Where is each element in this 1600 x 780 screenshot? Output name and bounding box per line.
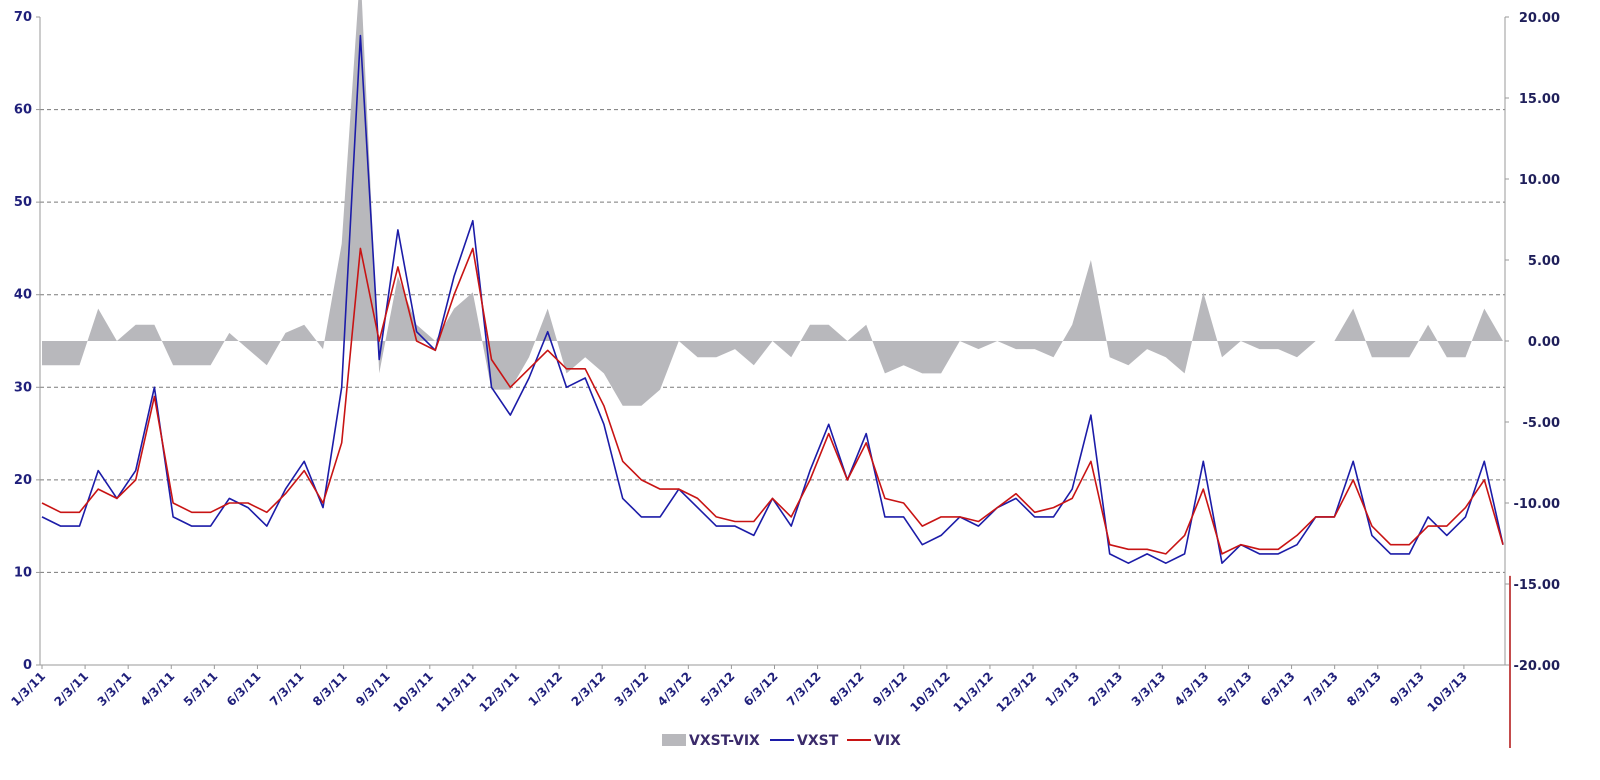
x-tick-label: 6/3/11 [224, 669, 264, 709]
vxst-line [41, 34, 1504, 565]
vxst-series [41, 34, 1504, 565]
x-tick-label: 9/3/11 [353, 669, 393, 709]
tick-labels: 0 10 20 30 40 50 60 70 20.00 15.00 10.00 5.00 0.00 -5… [8, 10, 1560, 715]
x-tick-label: 1/3/11 [8, 669, 48, 709]
y-right-tick-label: -20.00 [1513, 659, 1560, 674]
y-left-tick-label: 0 [23, 658, 32, 673]
axes [39, 17, 1511, 748]
legend: VXST-VIX VXST VIX [662, 733, 901, 749]
y-right-tick-label: 15.00 [1519, 92, 1560, 107]
x-tick-label: 1/3/12 [525, 669, 565, 709]
x-tick-label: 7/3/11 [267, 669, 307, 709]
x-tick-label: 11/3/11 [433, 669, 479, 715]
y-left-tick-label: 40 [14, 288, 32, 303]
y-right-tick-label: -15.00 [1513, 578, 1560, 593]
y-right-tick-label: 10.00 [1519, 173, 1560, 188]
y-right-tick-label: -5.00 [1523, 416, 1560, 431]
legend-swatch-vxst-vix [662, 734, 686, 746]
x-tick-label: 6/3/12 [741, 669, 781, 709]
vxst-vix-spread-area [42, 0, 1503, 406]
x-tick-label: 5/3/11 [181, 669, 221, 709]
x-tick-label: 5/3/12 [698, 669, 738, 709]
legend-label-vxst: VXST [797, 733, 839, 749]
vix-series [41, 247, 1504, 555]
x-tick-label: 1/3/13 [1043, 669, 1083, 709]
x-tick-label: 10/3/11 [390, 669, 436, 715]
vix-line [41, 247, 1504, 555]
x-tick-label: 11/3/12 [950, 669, 996, 715]
legend-label-vix: VIX [874, 733, 901, 749]
legend-label-vxst-vix: VXST-VIX [689, 733, 760, 749]
x-tick-label: 4/3/12 [655, 669, 695, 709]
y-left-tick-label: 70 [14, 10, 32, 25]
x-tick-label: 12/3/11 [476, 669, 522, 715]
x-tick-label: 8/3/12 [827, 669, 867, 709]
y-left-tick-label: 20 [14, 473, 32, 488]
x-tick-label: 3/3/11 [95, 669, 135, 709]
x-tick-label: 4/3/11 [138, 669, 178, 709]
y-right-tick-label: 5.00 [1528, 254, 1560, 269]
x-tick-label: 2/3/12 [569, 669, 609, 709]
x-tick-label: 7/3/13 [1301, 669, 1341, 709]
y-left-tick-label: 60 [14, 103, 32, 118]
y-right-tick-label: -10.00 [1513, 497, 1560, 512]
x-tick-label: 9/3/12 [870, 669, 910, 709]
x-tick-label: 8/3/11 [310, 669, 350, 709]
gridlines [40, 109, 1505, 573]
x-tick-label: 9/3/13 [1387, 669, 1427, 709]
x-tick-label: 3/3/13 [1129, 669, 1169, 709]
y-left-tick-label: 10 [14, 565, 32, 580]
x-tick-label: 10/3/13 [1424, 669, 1470, 715]
vxst-vix-area [42, 0, 1503, 406]
y-right-tick-label: 0.00 [1528, 335, 1560, 350]
y-left-tick-label: 50 [14, 195, 32, 210]
x-tick-label: 8/3/13 [1344, 669, 1384, 709]
x-tick-label: 10/3/12 [907, 669, 953, 715]
y-left-tick-label: 30 [14, 380, 32, 395]
x-tick-label: 2/3/13 [1086, 669, 1126, 709]
x-tick-label: 7/3/12 [784, 669, 824, 709]
x-tick-label: 6/3/13 [1258, 669, 1298, 709]
x-tick-label: 2/3/11 [51, 669, 91, 709]
x-tick-label: 12/3/12 [994, 669, 1040, 715]
y-right-tick-label: 20.00 [1519, 11, 1560, 26]
x-tick-label: 5/3/13 [1215, 669, 1255, 709]
x-tick-label: 4/3/13 [1172, 669, 1212, 709]
x-tick-label: 3/3/12 [612, 669, 652, 709]
